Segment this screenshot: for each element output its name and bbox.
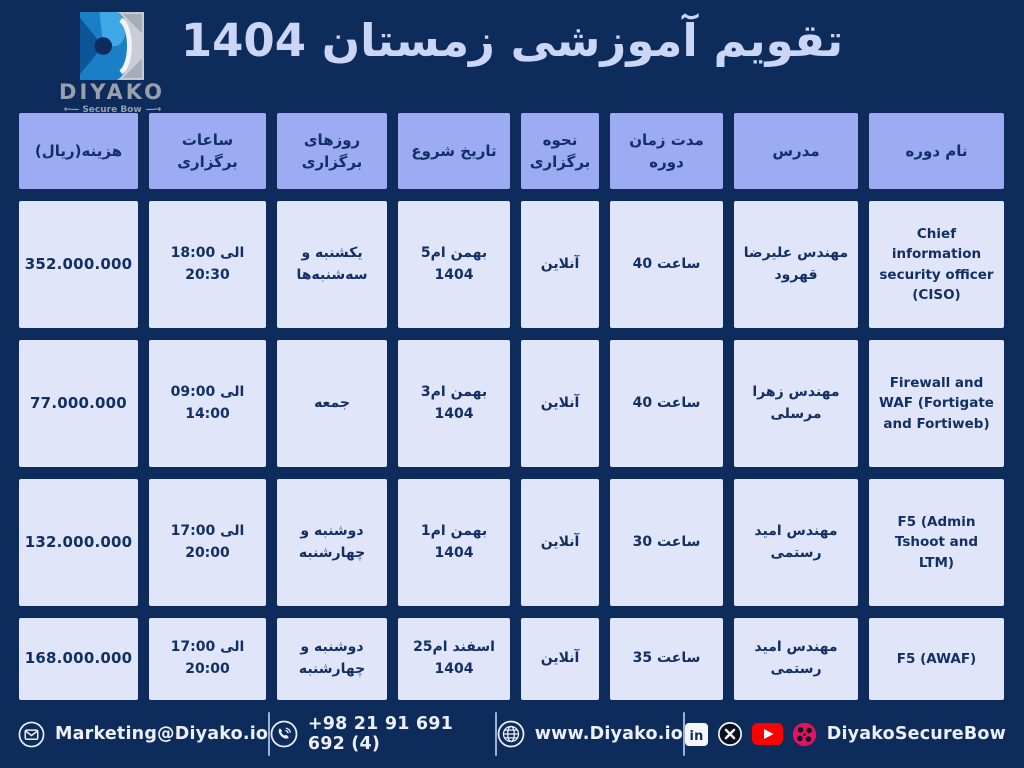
website-link[interactable]: www.Diyako.io	[534, 724, 683, 744]
cell-days: یکشنبه و سه‌شنبه‌ها	[277, 201, 387, 328]
cell-hours: 18:00 الی 20:30	[149, 201, 266, 328]
footer-divider	[268, 712, 270, 756]
cell-duration: 40 ساعت	[610, 340, 723, 467]
cell-start-date: 25ام‎ اسفند 1404	[398, 618, 510, 700]
cell-course: Chief information security officer (CISO…	[869, 201, 1004, 328]
cell-cost: 168.000.000	[19, 618, 138, 700]
footer-divider	[683, 712, 685, 756]
header-instructor: مدرس	[734, 113, 858, 189]
cell-duration: 35 ساعت	[610, 618, 723, 700]
diyako-logo: DIYAKO Secure Bow	[48, 12, 176, 115]
cell-hours: 09:00 الی 14:00	[149, 340, 266, 467]
header-days: روزهای برگزاری	[277, 113, 387, 189]
cell-start-date: 1ام‎ بهمن 1404	[398, 479, 510, 606]
header-cost: هزینه(ریال)	[19, 113, 138, 189]
youtube-icon[interactable]	[751, 723, 783, 745]
cell-cost: 352.000.000	[19, 201, 138, 328]
phone-icon[interactable]	[270, 720, 298, 748]
email-link[interactable]: Marketing@Diyako.io	[55, 724, 269, 744]
cell-start-date: 3ام‎ بهمن 1404	[398, 340, 510, 467]
svg-text:in: in	[689, 728, 703, 743]
cell-days: جمعه	[277, 340, 387, 467]
phone-link[interactable]: +98 21 91 691 692 (4)	[307, 714, 454, 754]
brand-name: DIYAKO	[59, 80, 165, 104]
cell-course: F5 (AWAF)	[869, 618, 1004, 700]
x-twitter-icon[interactable]	[717, 721, 743, 747]
phone-group: +98 21 91 691 692 (4)	[270, 714, 495, 754]
cell-format: آنلاین	[521, 340, 599, 467]
cell-start-date: 5ام‎ بهمن 1404	[398, 201, 510, 328]
cell-instructor: مهندس امید رستمی	[734, 479, 858, 606]
cell-format: آنلاین	[521, 618, 599, 700]
header-hours: ساعات برگزاری	[149, 113, 266, 189]
page-title: تقویم آموزشی زمستان 1404	[180, 14, 844, 67]
cell-format: آنلاین	[521, 201, 599, 328]
cell-days: دوشنبه و چهارشنبه	[277, 618, 387, 700]
cell-course: Firewall and WAF (Fortigate and Fortiweb…	[869, 340, 1004, 467]
schedule-table: نام دوره مدرس مدت زمان دوره نحوه برگزاری…	[19, 113, 1004, 700]
cell-days: دوشنبه و چهارشنبه	[277, 479, 387, 606]
cell-cost: 132.000.000	[19, 479, 138, 606]
cell-hours: 17:00 الی 20:00	[149, 618, 266, 700]
cell-format: آنلاین	[521, 479, 599, 606]
cell-duration: 30 ساعت	[610, 479, 723, 606]
diyako-logo-icon	[80, 12, 144, 80]
cell-cost: 77.000.000	[19, 340, 138, 467]
cell-duration: 40 ساعت	[610, 201, 723, 328]
brand-tagline-row: Secure Bow	[64, 105, 160, 115]
cell-instructor: مهندس علیرضا قهرود	[734, 201, 858, 328]
cell-instructor: مهندس امید رستمی	[734, 618, 858, 700]
linkedin-icon[interactable]: in	[684, 722, 708, 746]
header-start-date: تاریخ شروع	[398, 113, 510, 189]
mail-icon[interactable]	[18, 721, 45, 748]
aparat-icon[interactable]	[792, 722, 817, 747]
globe-icon[interactable]	[497, 720, 525, 748]
social-icons: in	[684, 721, 817, 747]
footer-divider	[495, 712, 497, 756]
contact-footer: Marketing@Diyako.io +98 21 91 691 692 (4…	[0, 704, 1024, 764]
email-group: Marketing@Diyako.io	[18, 721, 268, 748]
header-format: نحوه برگزاری	[521, 113, 599, 189]
header-course-name: نام دوره	[869, 113, 1004, 189]
website-group: www.Diyako.io	[497, 720, 683, 748]
brand-tagline: Secure Bow	[82, 105, 142, 116]
header-duration: مدت زمان دوره	[610, 113, 723, 189]
social-group: in	[684, 721, 1006, 747]
cell-hours: 17:00 الی 20:00	[149, 479, 266, 606]
cell-instructor: مهندس زهرا مرسلی	[734, 340, 858, 467]
social-handle[interactable]: DiyakoSecureBow	[826, 724, 1006, 744]
cell-course: F5 (Admin Tshoot and LTM)	[869, 479, 1004, 606]
